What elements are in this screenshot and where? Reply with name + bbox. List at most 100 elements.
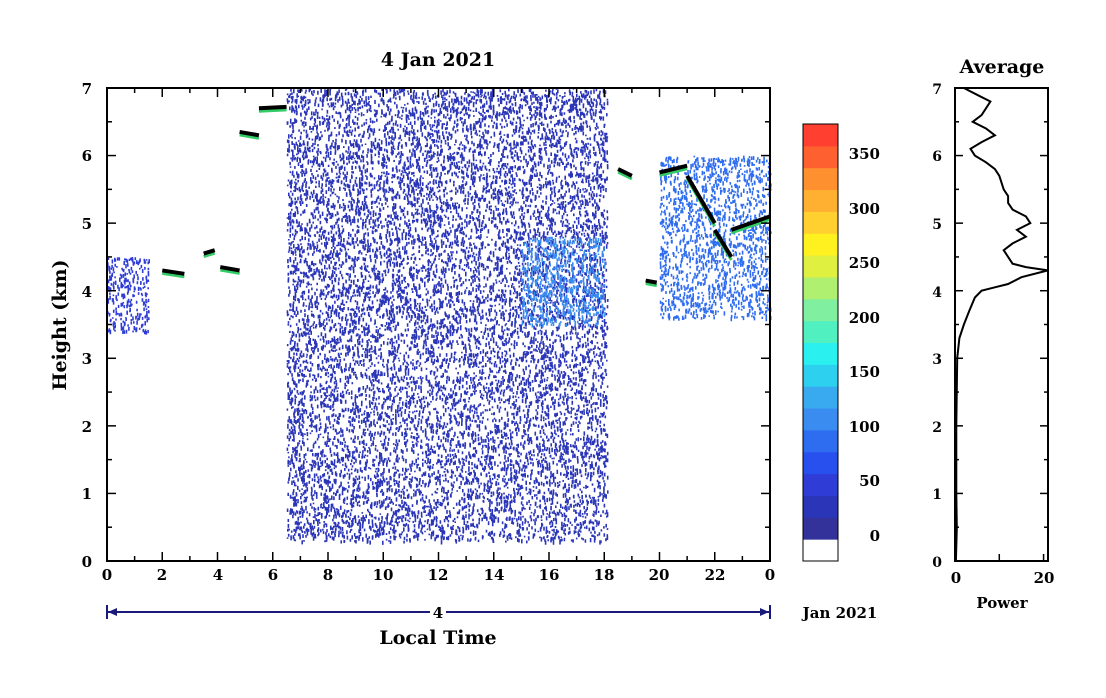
colorbar: 0 50 100 150 200 250 300 350 [802, 123, 880, 562]
average-y-tick-label: 3 [932, 352, 942, 368]
heatmap-layer-evening-echo [659, 155, 772, 322]
colorbar-tick-labels: 0 50 100 150 200 250 300 350 [849, 145, 880, 545]
average-y-tick-label: 7 [932, 82, 942, 98]
main-axis-ticks [106, 87, 771, 562]
x-tick-label: 16 [539, 566, 560, 584]
y-axis-label: Height (km) [49, 260, 71, 391]
date-axis-right-arrow [760, 608, 769, 616]
colorbar-swatch [803, 124, 838, 147]
cloud-top-trace [203, 248, 216, 256]
x-tick-label: 20 [649, 566, 670, 584]
cloud-top-edge [659, 167, 688, 177]
cloud-top-trace [730, 214, 771, 232]
colorbar-swatch [803, 495, 838, 518]
x-tick-label: 18 [594, 566, 615, 584]
date-axis: 4 Jan 2021 [106, 604, 878, 622]
colorbar-swatch [803, 539, 838, 562]
x-tick-label: 14 [484, 566, 505, 584]
cloud-top-trace [659, 163, 688, 175]
y-tick-labels: 0 1 2 3 4 5 6 7 [82, 80, 92, 571]
heatmap-layer-noise [286, 88, 609, 545]
average-y-tick-label: 2 [932, 420, 942, 436]
main-title: 4 Jan 2021 [381, 49, 495, 71]
cloud-top-trace [713, 228, 734, 258]
colorbar-swatch [803, 145, 838, 169]
cloud-top-edge [730, 217, 771, 235]
heatmap-layer-mid-band [521, 236, 606, 328]
colorbar-tick-label: 50 [859, 472, 880, 490]
average-y-tick-labels: 0 1 2 3 4 5 6 7 [932, 82, 942, 571]
colorbar-swatch [803, 233, 838, 256]
x-tick-label: 10 [373, 566, 394, 584]
average-power-profile [954, 87, 1049, 562]
x-tick-label: 6 [268, 566, 278, 584]
colorbar-tick-label: 250 [849, 254, 880, 272]
x-tick-label: 0 [102, 566, 112, 584]
date-axis-left-arrow [108, 608, 117, 616]
y-tick-label: 3 [82, 350, 92, 368]
cloud-top-edge [220, 268, 240, 275]
cloud-top-trace [645, 278, 658, 285]
cloud-top-traces [161, 104, 771, 288]
colorbar-swatch [803, 342, 838, 365]
cloud-top-trace [161, 268, 185, 276]
x-tick-label: 22 [705, 566, 726, 584]
x-tick-label: 4 [213, 566, 223, 584]
average-title: Average [959, 56, 1045, 78]
colorbar-swatches [803, 124, 838, 562]
colorbar-tick-label: 300 [849, 200, 880, 218]
cloud-top-edge [203, 251, 216, 258]
colorbar-swatch [803, 255, 838, 278]
cloud-top-trace [258, 104, 287, 111]
y-tick-label: 6 [82, 147, 92, 165]
y-tick-label: 4 [82, 283, 92, 301]
colorbar-swatch [803, 189, 838, 212]
average-y-tick-label: 5 [932, 217, 942, 233]
colorbar-frame [802, 123, 839, 562]
colorbar-swatch [803, 473, 838, 496]
x-tick-label: 2 [157, 566, 167, 584]
y-tick-label: 5 [82, 215, 92, 233]
date-day-bg [430, 604, 446, 620]
cloud-top-trace [685, 174, 717, 225]
date-month-year-label: Jan 2021 [801, 604, 878, 622]
colorbar-swatch [803, 276, 838, 300]
colorbar-swatch [803, 298, 838, 322]
cloud-top-edge [258, 108, 287, 113]
main-panel: 4 Jan 2021 0 2 4 6 8 10 12 14 16 18 20 2… [49, 49, 877, 649]
cloud-top-edge [162, 271, 185, 279]
date-day-label: 4 [433, 604, 443, 622]
colorbar-tick-label: 350 [849, 145, 880, 163]
colorbar-swatch [803, 408, 838, 431]
heatmap-cells [286, 88, 609, 545]
cloud-top-edge [617, 170, 633, 181]
x-tick-labels: 0 2 4 6 8 10 12 14 16 18 20 22 0 [102, 566, 775, 584]
average-panel: Average 0 1 2 3 4 5 6 7 0 20 Power [932, 56, 1054, 612]
cloud-top-edge [239, 133, 260, 140]
average-y-tick-label: 1 [932, 487, 942, 503]
average-x-tick-label: 20 [1034, 569, 1055, 587]
average-plot-frame [954, 87, 1049, 562]
colorbar-swatch [803, 451, 838, 475]
colorbar-swatch [803, 211, 838, 234]
colorbar-tick-label: 100 [849, 418, 880, 436]
x-tick-label: 12 [428, 566, 449, 584]
average-x-tick-label: 0 [951, 569, 961, 587]
colorbar-swatch [803, 320, 838, 343]
heatmap-layer-left-echo [107, 257, 150, 335]
colorbar-swatch [803, 167, 838, 191]
heatmap-cells [659, 155, 772, 322]
cloud-top-trace [617, 167, 633, 178]
x-axis-label: Local Time [379, 627, 496, 649]
colorbar-swatch [803, 364, 838, 387]
average-y-tick-label: 4 [932, 285, 942, 301]
colorbar-tick-label: 150 [849, 363, 880, 381]
x-tick-label: 0 [765, 566, 775, 584]
colorbar-swatch [803, 429, 838, 453]
y-tick-label: 1 [82, 485, 92, 503]
heatmap-cells [521, 236, 606, 328]
y-tick-label: 7 [82, 80, 92, 98]
average-axis-ticks [954, 87, 1048, 562]
colorbar-tick-label: 0 [870, 527, 880, 545]
